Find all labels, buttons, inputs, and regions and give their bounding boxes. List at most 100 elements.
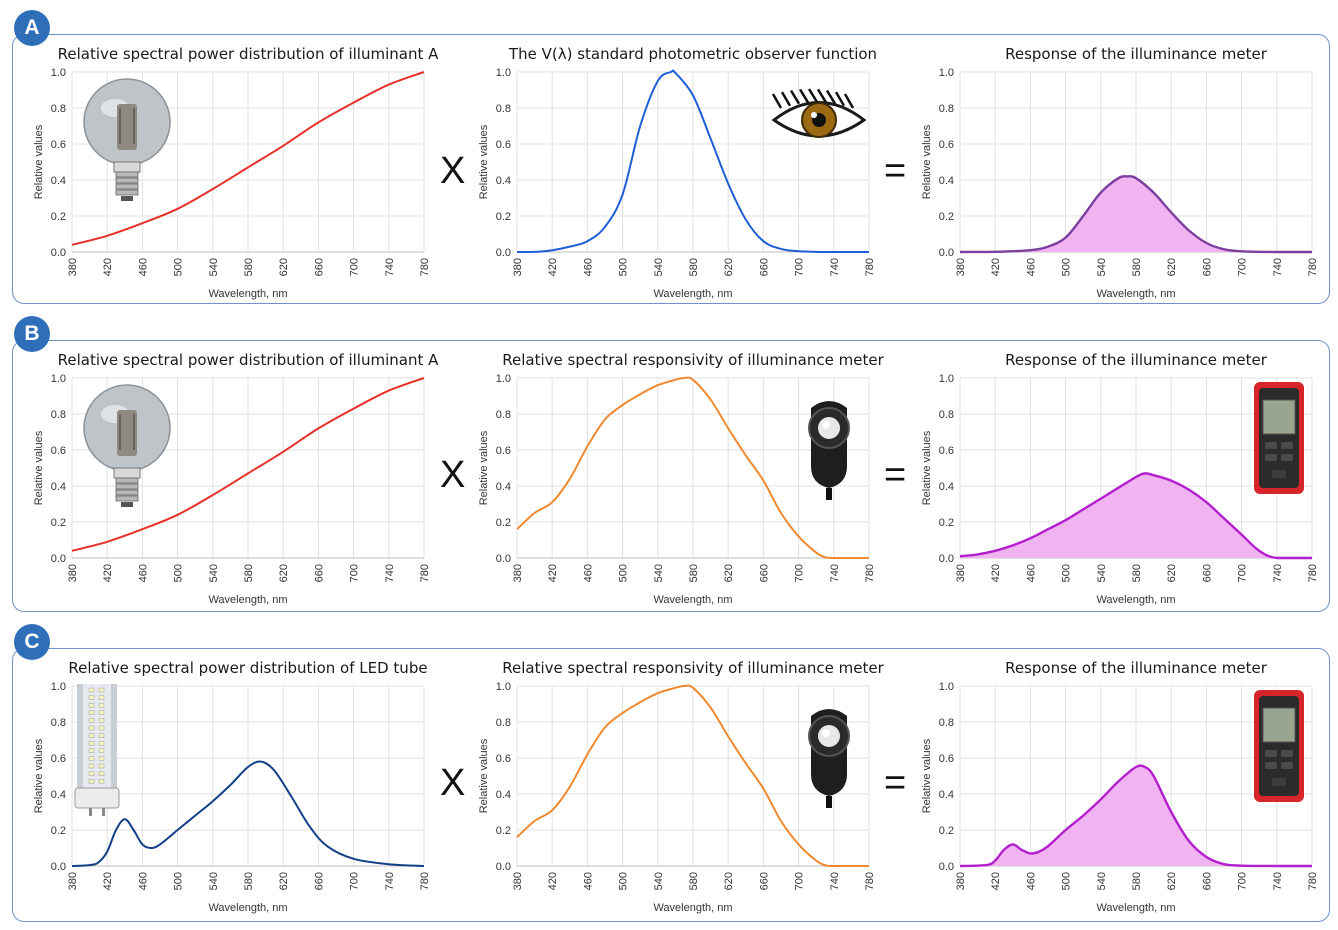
chart-illuminant-a-spd: Relative spectral power distribution of … <box>33 351 439 606</box>
y-tick-label: 0.0 <box>939 247 954 259</box>
y-tick-label: 1.0 <box>939 681 954 693</box>
y-tick-label: 1.0 <box>939 67 954 79</box>
chart-title: Relative spectral power distribution of … <box>68 659 427 677</box>
x-tick-label: 660 <box>758 872 770 890</box>
x-tick-label: 620 <box>1166 258 1178 276</box>
y-tick-label: 0.0 <box>51 553 66 565</box>
x-tick-label: 540 <box>1096 258 1108 276</box>
series-line <box>516 376 869 559</box>
y-tick-label: 0.4 <box>939 481 954 493</box>
chart-title: The V(λ) standard photometric observer f… <box>508 45 877 63</box>
chart-meter-response: Response of the illuminance meter 0.0 0.2 0… <box>921 45 1319 300</box>
x-tick-label: 380 <box>955 258 967 276</box>
x-tick-label: 500 <box>173 872 185 890</box>
x-tick-label: 500 <box>173 258 185 276</box>
x-tick-label: 420 <box>547 258 559 276</box>
x-tick-label: 460 <box>137 872 149 890</box>
x-tick-label: 420 <box>102 258 114 276</box>
y-tick-label: 0.4 <box>496 789 511 801</box>
y-axis-label: Relative values <box>478 430 490 505</box>
y-tick-label: 0.8 <box>496 103 511 115</box>
x-tick-label: 420 <box>102 564 114 582</box>
x-tick-label: 620 <box>723 258 735 276</box>
x-tick-label: 540 <box>653 564 665 582</box>
panel-badge-c: C <box>14 624 50 660</box>
x-tick-label: 420 <box>547 872 559 890</box>
x-tick-label: 700 <box>794 564 806 582</box>
x-tick-label: 660 <box>758 258 770 276</box>
x-tick-label: 660 <box>758 564 770 582</box>
x-tick-label: 620 <box>278 258 290 276</box>
x-tick-label: 500 <box>1061 872 1073 890</box>
x-tick-label: 420 <box>102 872 114 890</box>
y-tick-label: 0.6 <box>496 445 511 457</box>
y-tick-label: 1.0 <box>939 373 954 385</box>
y-tick-label: 0.4 <box>939 789 954 801</box>
y-tick-label: 0.8 <box>496 717 511 729</box>
x-tick-label: 780 <box>1307 564 1319 582</box>
panel-a <box>12 34 1330 304</box>
x-tick-label: 780 <box>419 564 431 582</box>
x-tick-label: 780 <box>1307 872 1319 890</box>
led-tube-icon <box>74 684 120 816</box>
x-tick-label: 580 <box>243 258 255 276</box>
series-line <box>516 69 869 254</box>
x-tick-label: 780 <box>419 258 431 276</box>
chart-v-lambda: The V(λ) standard photometric observer f… <box>478 45 877 300</box>
y-tick-label: 1.0 <box>496 67 511 79</box>
y-tick-label: 0.8 <box>51 717 66 729</box>
x-tick-label: 580 <box>688 564 700 582</box>
x-tick-label: 540 <box>208 872 220 890</box>
y-tick-label: 0.2 <box>496 211 511 223</box>
x-tick-label: 780 <box>864 564 876 582</box>
x-tick-label: 700 <box>794 872 806 890</box>
x-tick-label: 660 <box>1201 872 1213 890</box>
x-tick-label: 460 <box>1025 564 1037 582</box>
y-axis-label: Relative values <box>921 738 933 813</box>
equals-sign: = <box>884 454 907 496</box>
x-tick-label: 780 <box>864 872 876 890</box>
x-tick-label: 700 <box>1237 564 1249 582</box>
y-tick-label: 0.0 <box>496 247 511 259</box>
eye-icon <box>771 88 867 138</box>
x-tick-label: 420 <box>990 564 1002 582</box>
x-tick-label: 540 <box>1096 872 1108 890</box>
y-tick-label: 1.0 <box>51 373 66 385</box>
y-axis-label: Relative values <box>478 124 490 199</box>
y-tick-label: 0.6 <box>51 139 66 151</box>
x-tick-label: 700 <box>1237 258 1249 276</box>
light-bulb-icon <box>83 78 171 201</box>
series-area <box>960 765 1312 866</box>
x-tick-label: 460 <box>582 564 594 582</box>
x-tick-label: 740 <box>829 872 841 890</box>
series-line <box>71 71 425 246</box>
x-axis-label: Wavelength, nm <box>1096 594 1175 606</box>
x-axis-label: Wavelength, nm <box>208 902 287 914</box>
x-axis-label: Wavelength, nm <box>208 594 287 606</box>
x-tick-label: 540 <box>208 564 220 582</box>
x-tick-label: 420 <box>990 872 1002 890</box>
x-tick-label: 540 <box>653 872 665 890</box>
x-tick-label: 380 <box>67 564 79 582</box>
y-tick-label: 0.8 <box>939 717 954 729</box>
x-tick-label: 460 <box>137 258 149 276</box>
x-axis-label: Wavelength, nm <box>1096 288 1175 300</box>
x-tick-label: 580 <box>688 872 700 890</box>
y-tick-label: 0.6 <box>51 445 66 457</box>
x-axis-label: Wavelength, nm <box>208 288 287 300</box>
y-tick-label: 0.0 <box>939 861 954 873</box>
y-tick-label: 0.2 <box>51 211 66 223</box>
y-tick-label: 0.4 <box>51 175 66 187</box>
y-tick-label: 0.4 <box>51 481 66 493</box>
x-tick-label: 580 <box>243 872 255 890</box>
x-tick-label: 380 <box>67 258 79 276</box>
series-line <box>71 760 425 867</box>
x-tick-label: 460 <box>582 258 594 276</box>
x-tick-label: 700 <box>349 564 361 582</box>
x-tick-label: 580 <box>1131 564 1143 582</box>
panel-badge-a: A <box>14 10 50 46</box>
x-axis-label: Wavelength, nm <box>653 594 732 606</box>
y-tick-label: 0.6 <box>939 753 954 765</box>
panel-badge-b: B <box>14 316 50 352</box>
x-tick-label: 620 <box>1166 872 1178 890</box>
